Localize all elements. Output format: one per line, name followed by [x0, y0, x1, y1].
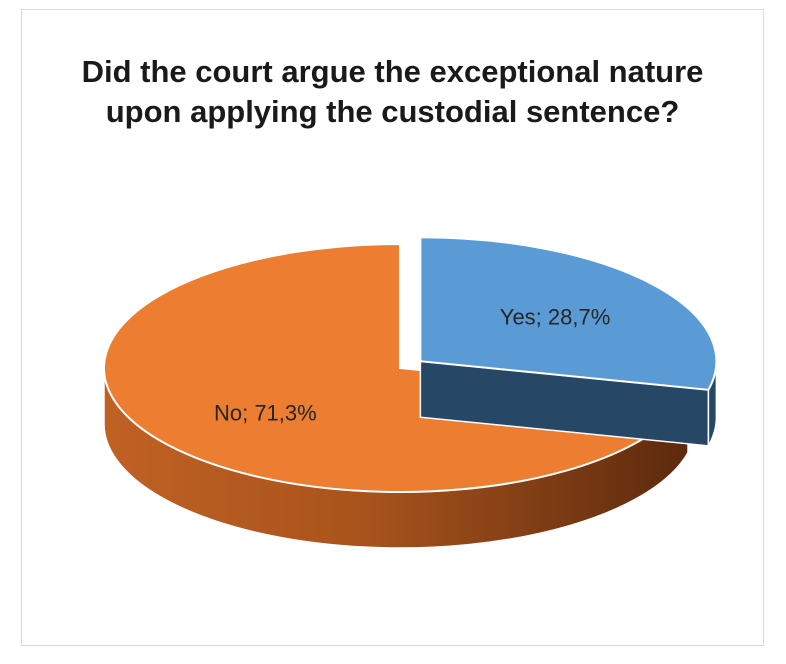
chart-title-line-2: upon applying the custodial sentence? [105, 94, 680, 129]
slice-yes [419, 236, 718, 449]
chart-title-line-1: Did the court argue the exceptional natu… [81, 54, 704, 89]
chart-title: Did the court argue the exceptional natu… [21, 52, 764, 132]
slice-yes-top [419, 236, 718, 391]
data-label-no: No; 71,3% [214, 401, 317, 426]
data-label-yes: Yes; 28,7% [500, 305, 611, 330]
